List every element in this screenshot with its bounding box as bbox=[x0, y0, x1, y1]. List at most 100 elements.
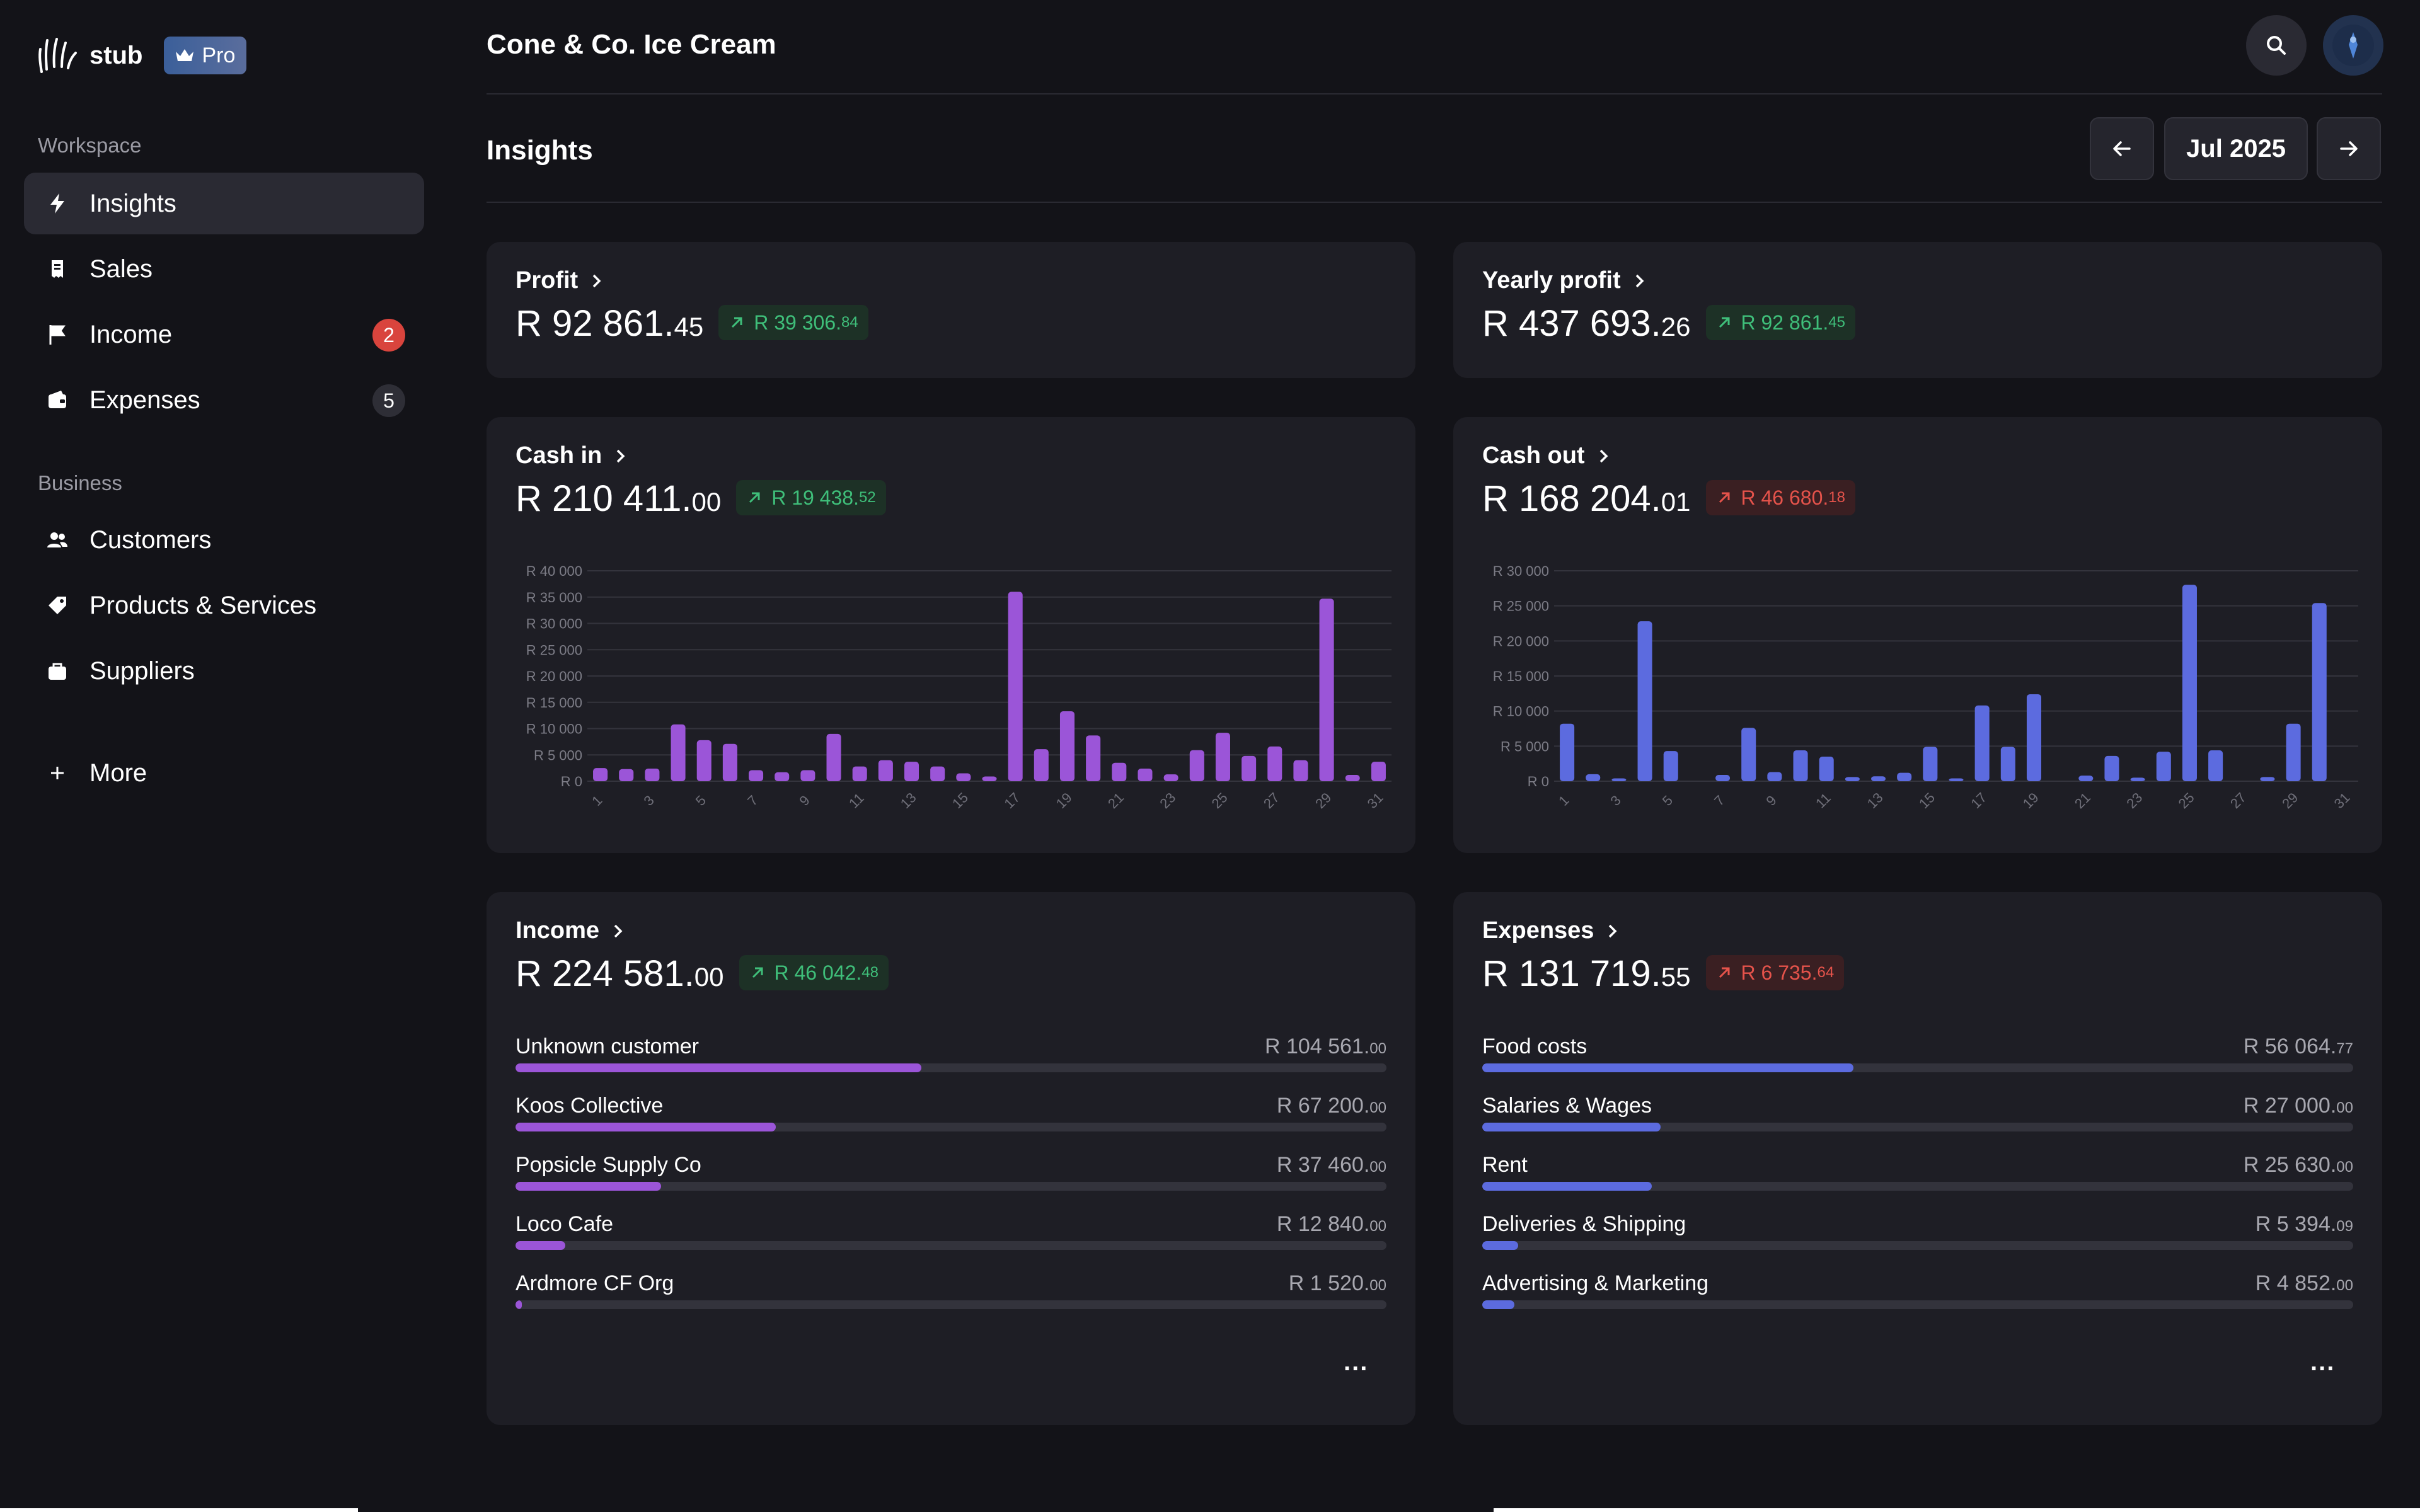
row-value: R 67 200.00 bbox=[1277, 1094, 1386, 1118]
sidebar-item-suppliers[interactable]: Suppliers bbox=[24, 640, 424, 702]
previous-period-button[interactable] bbox=[2090, 117, 2154, 180]
profit-card-title[interactable]: Profit bbox=[516, 267, 606, 294]
bar-day-16 bbox=[1949, 778, 1964, 781]
bar-day-22 bbox=[2104, 755, 2119, 781]
cash-in-card-title[interactable]: Cash in bbox=[516, 442, 630, 469]
expenses-more-button[interactable]: ... bbox=[2310, 1348, 2336, 1376]
income-more-button[interactable]: ... bbox=[1344, 1348, 1369, 1376]
x-tick-label: 27 bbox=[2227, 789, 2249, 811]
yearly-profit-card-title[interactable]: Yearly profit bbox=[1482, 267, 1649, 294]
bar-day-25 bbox=[2182, 585, 2197, 781]
expenses-card[interactable]: Expenses R 131 719. 55 R 6 735. 64 Food co… bbox=[1453, 892, 2382, 1425]
progress-track bbox=[516, 1063, 1386, 1072]
sidebar-item-products-services[interactable]: Products & Services bbox=[24, 575, 424, 636]
bar-day-21 bbox=[2078, 776, 2094, 781]
arrow-left-icon bbox=[2113, 141, 2131, 156]
bar-day-26 bbox=[2208, 750, 2223, 781]
bar-day-16 bbox=[982, 776, 997, 781]
sidebar-item-expenses[interactable]: Expenses 5 bbox=[24, 369, 424, 431]
crown-icon bbox=[176, 49, 194, 61]
wallet-icon bbox=[45, 388, 69, 412]
x-tick-label: 1 bbox=[589, 793, 605, 809]
next-period-button[interactable] bbox=[2317, 117, 2381, 180]
delta-main: R 92 861. bbox=[1741, 311, 1829, 334]
row-label: Ardmore CF Org bbox=[516, 1271, 674, 1295]
progress-fill bbox=[1482, 1300, 1515, 1309]
row-label: Advertising & Marketing bbox=[1482, 1271, 1709, 1295]
avatar[interactable] bbox=[2323, 15, 2383, 76]
y-tick-label: R 30 000 bbox=[1493, 563, 1549, 579]
row-value-cents: 00 bbox=[1369, 1218, 1386, 1235]
bar-day-9 bbox=[1767, 772, 1782, 781]
sidebar-item-customers[interactable]: Customers bbox=[24, 509, 424, 571]
income-card[interactable]: Income R 224 581. 00 R 46 042. 48 Unknown … bbox=[487, 892, 1415, 1425]
list-item[interactable]: Deliveries & Shipping R 5 394.09 bbox=[1482, 1212, 2353, 1263]
list-item[interactable]: Koos Collective R 67 200.00 bbox=[516, 1094, 1386, 1144]
search-button[interactable] bbox=[2246, 15, 2307, 76]
delta-cents: 84 bbox=[841, 314, 858, 331]
bar-day-11 bbox=[852, 766, 867, 781]
brand[interactable]: stub Pro bbox=[37, 35, 247, 76]
x-tick-label: 23 bbox=[2123, 789, 2145, 811]
list-item[interactable]: Popsicle Supply Co R 37 460.00 bbox=[516, 1153, 1386, 1203]
bar-day-7 bbox=[1715, 774, 1731, 781]
bar-day-3 bbox=[645, 768, 660, 781]
period-selector[interactable]: Jul 2025 bbox=[2164, 117, 2308, 180]
row-label: Deliveries & Shipping bbox=[1482, 1212, 1686, 1236]
list-item[interactable]: Ardmore CF Org R 1 520.00 bbox=[516, 1271, 1386, 1322]
list-item[interactable]: Salaries & Wages R 27 000.00 bbox=[1482, 1094, 2353, 1144]
progress-track bbox=[516, 1241, 1386, 1250]
list-item[interactable]: Food costs R 56 064.77 bbox=[1482, 1034, 2353, 1085]
cash-in-amount: R 210 411. 00 R 19 438. 52 bbox=[516, 478, 886, 520]
bar-day-24 bbox=[2156, 752, 2171, 781]
sidebar-item-sales[interactable]: Sales bbox=[24, 238, 424, 300]
row-value: R 5 394.09 bbox=[2256, 1212, 2353, 1237]
list-item[interactable]: Rent R 25 630.00 bbox=[1482, 1153, 2353, 1203]
row-label: Popsicle Supply Co bbox=[516, 1153, 701, 1177]
x-tick-label: 29 bbox=[1312, 789, 1334, 811]
list-item[interactable]: Loco Cafe R 12 840.00 bbox=[516, 1212, 1386, 1263]
sidebar-item-income[interactable]: Income 2 bbox=[24, 304, 424, 365]
y-tick-label: R 5 000 bbox=[1501, 738, 1549, 754]
yearly-profit-card[interactable]: Yearly profit R 437 693. 26 R 92 861. 45 bbox=[1453, 242, 2382, 378]
row-value-cents: 00 bbox=[1369, 1159, 1386, 1176]
row-value-main: R 56 064. bbox=[2243, 1034, 2337, 1058]
profit-amount: R 92 861. 45 R 39 306. 84 bbox=[516, 302, 868, 345]
arrow-up-right-icon bbox=[1719, 317, 1729, 328]
x-tick-label: 27 bbox=[1260, 789, 1282, 811]
bar-day-8 bbox=[1741, 728, 1756, 781]
list-item[interactable]: Advertising & Marketing R 4 852.00 bbox=[1482, 1271, 2353, 1322]
bar-day-28 bbox=[2260, 777, 2275, 781]
arrow-up-right-icon bbox=[1719, 492, 1729, 503]
cash-out-card-title[interactable]: Cash out bbox=[1482, 442, 1613, 469]
cash-out-card[interactable]: Cash out R 168 204. 01 R 46 680. 18 R 0 R 5… bbox=[1453, 417, 2382, 853]
progress-track bbox=[1482, 1241, 2353, 1250]
x-tick-label: 11 bbox=[846, 790, 867, 811]
amount-cents: 00 bbox=[694, 962, 724, 992]
income-card-title[interactable]: Income bbox=[516, 917, 627, 944]
list-item[interactable]: Unknown customer R 104 561.00 bbox=[516, 1034, 1386, 1085]
sidebar-item-more[interactable]: More bbox=[24, 742, 424, 804]
sidebar-item-label: Suppliers bbox=[89, 656, 195, 685]
chevron-right-icon bbox=[1635, 274, 1644, 287]
x-tick-label: 3 bbox=[1607, 793, 1623, 809]
y-tick-label: R 15 000 bbox=[1493, 668, 1549, 684]
bar-day-23 bbox=[1163, 774, 1178, 781]
chevron-right-icon bbox=[592, 274, 601, 287]
yearly-profit-amount: R 437 693. 26 R 92 861. 45 bbox=[1482, 302, 1855, 345]
amount-cents: 00 bbox=[691, 487, 722, 517]
sidebar-item-label: Customers bbox=[89, 525, 212, 554]
sidebar-item-insights[interactable]: Insights bbox=[24, 173, 424, 234]
y-tick-label: R 5 000 bbox=[534, 747, 582, 763]
bar-day-17 bbox=[1008, 592, 1023, 781]
bar-day-2 bbox=[1586, 774, 1601, 781]
header-divider bbox=[487, 93, 2382, 94]
card-title-label: Yearly profit bbox=[1482, 267, 1621, 294]
cash-in-card[interactable]: Cash in R 210 411. 00 R 19 438. 52 R 0 R 5 … bbox=[487, 417, 1415, 853]
chevron-right-icon bbox=[614, 924, 623, 937]
profit-card[interactable]: Profit R 92 861. 45 R 39 306. 84 bbox=[487, 242, 1415, 378]
company-title[interactable]: Cone & Co. Ice Cream bbox=[487, 29, 776, 60]
delta-main: R 19 438. bbox=[771, 486, 859, 509]
expenses-card-title[interactable]: Expenses bbox=[1482, 917, 1622, 944]
card-title-label: Expenses bbox=[1482, 917, 1594, 944]
